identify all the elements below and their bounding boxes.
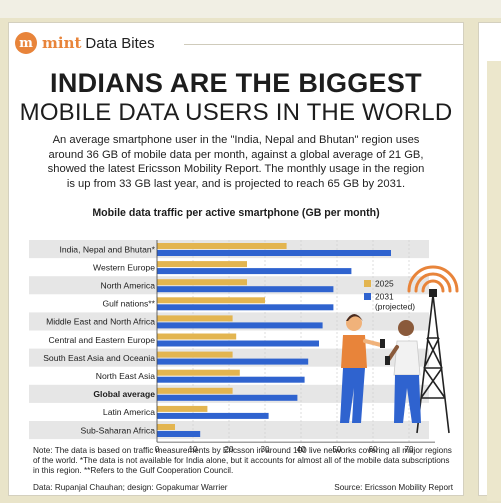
category-label: South East Asia and Oceania: [43, 353, 155, 363]
wifi-arc: [421, 279, 445, 293]
person-head: [398, 320, 414, 336]
category-label: Gulf nations**: [102, 299, 155, 309]
person-arm: [363, 339, 383, 347]
wifi-arc: [414, 272, 452, 293]
x-tick-label: 40: [296, 445, 306, 454]
bar-2031: [157, 431, 201, 437]
x-tick-label: 70: [404, 445, 414, 454]
legend-swatch: [364, 280, 371, 287]
category-label: Middle East and North Africa: [46, 317, 155, 327]
bar-2025: [157, 261, 247, 268]
bar-2031: [157, 376, 305, 383]
category-label: North America: [101, 281, 156, 291]
mint-logo-icon: m: [15, 32, 37, 54]
legend-label: 2025: [375, 279, 394, 289]
wifi-arc: [407, 265, 459, 293]
x-tick-label: 30: [260, 445, 270, 454]
person-trousers: [340, 368, 365, 423]
x-tick-label: 60: [368, 445, 378, 454]
legend-label-line: 2031: [375, 292, 394, 302]
footnote: Note: The data is based on traffic measu…: [33, 446, 452, 476]
bar-2031: [157, 358, 309, 365]
bar-2025: [157, 387, 233, 394]
category-label: North East Asia: [96, 371, 155, 381]
x-tick-label: 20: [224, 445, 234, 454]
tower-top: [429, 289, 437, 297]
brand-divider: [184, 44, 463, 45]
bar-2025: [157, 351, 233, 358]
x-tick-label: 10: [188, 445, 198, 454]
category-label: Global average: [93, 389, 155, 399]
legend-swatch: [364, 293, 371, 300]
adjacent-card: [478, 22, 501, 501]
legend-label-line: (projected): [375, 302, 415, 312]
bar-2031: [157, 394, 298, 401]
source-line: Source: Ericsson Mobility Report: [334, 483, 453, 492]
bar-2031: [157, 250, 391, 256]
person-trousers: [394, 375, 421, 423]
person-shirt: [393, 340, 421, 376]
bar-2025: [157, 424, 175, 430]
person-hair: [346, 314, 363, 321]
adjacent-card-image: [487, 61, 501, 501]
people-tower-illustration: [340, 265, 459, 434]
category-label: Western Europe: [93, 262, 155, 272]
brand-row: m mint Data Bites: [15, 31, 155, 55]
chart-title: Mobile data traffic per active smartphon…: [92, 207, 380, 219]
row-band: [29, 421, 429, 440]
bar-2025: [157, 315, 233, 322]
x-tick-label: 0: [155, 445, 160, 454]
category-label: Sub-Saharan Africa: [80, 425, 155, 435]
person-shirt: [341, 335, 367, 368]
category-label: Central and Eastern Europe: [48, 335, 155, 345]
bar-2025: [157, 297, 265, 304]
bar-2031: [157, 412, 269, 419]
headline-line2: MOBILE DATA USERS IN THE WORLD: [19, 99, 453, 126]
person-head: [346, 315, 362, 331]
x-tick-label: 50: [332, 445, 342, 454]
logo-letter: m: [19, 35, 33, 51]
phone-icon: [385, 356, 390, 365]
legend-label-line: 2025: [375, 279, 394, 289]
bar-2025: [157, 243, 287, 249]
bar-2031: [157, 304, 334, 311]
bar-2025: [157, 333, 237, 340]
tower-icon: [416, 294, 450, 434]
bar-2025: [157, 405, 208, 412]
bar-2031: [157, 322, 323, 329]
top-strip: [0, 0, 501, 18]
intro-text: An average smartphone user in the "India…: [47, 134, 425, 190]
category-label: India, Nepal and Bhutan*: [59, 244, 155, 254]
infographic-card: m mint Data Bites INDIANS ARE THE BIGGES…: [8, 22, 464, 496]
category-label: Latin America: [103, 407, 155, 417]
section-name: Data Bites: [85, 34, 155, 52]
bar-chart: India, Nepal and Bhutan* Western Europe No…: [29, 240, 459, 454]
bar-2031: [157, 268, 352, 275]
brand-name: mint: [42, 34, 82, 52]
bar-2031: [157, 286, 334, 293]
bar-2031: [157, 340, 319, 347]
phone-icon: [380, 339, 385, 348]
headline-line1: INDIANS ARE THE BIGGEST: [50, 68, 422, 98]
credit-line: Data: Rupanjal Chauhan; design: Gopakuma…: [33, 483, 228, 492]
bar-2025: [157, 369, 240, 376]
legend-label: 2031 (projected): [375, 292, 415, 312]
bar-2025: [157, 279, 247, 286]
person-arm: [387, 345, 399, 361]
